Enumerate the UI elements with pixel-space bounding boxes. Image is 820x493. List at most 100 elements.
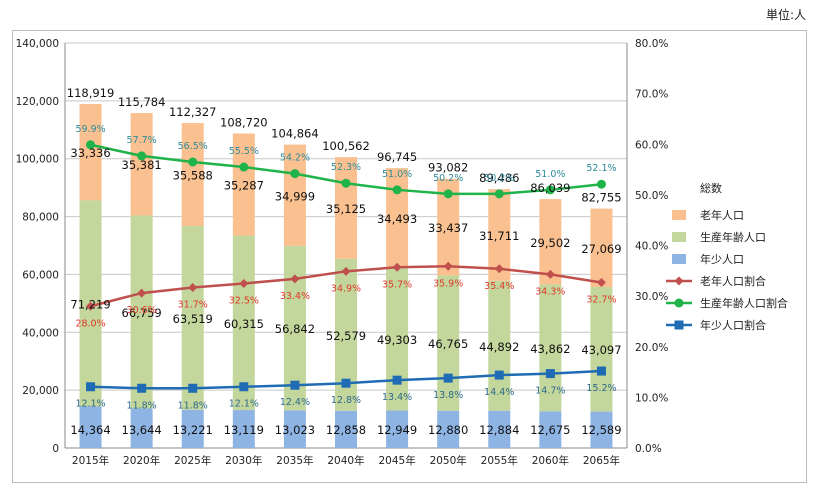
- bar-segment: [590, 208, 613, 287]
- legend-label: 生産年齢人口: [700, 230, 766, 244]
- bar-value-label: 60,315: [224, 317, 264, 331]
- bar-value-label: 43,097: [581, 343, 621, 357]
- bar-value-label: 33,336: [70, 146, 110, 160]
- line-point: [290, 169, 300, 179]
- y-left-tick-label: 140,000: [16, 38, 59, 50]
- bar-segment: [283, 410, 306, 448]
- bar-segment: [488, 189, 511, 281]
- y-right-tick-label: 70.0%: [635, 89, 668, 101]
- bar-segment: [232, 235, 255, 411]
- bar-value-label: 34,999: [275, 189, 315, 203]
- legend-title: 総数: [700, 181, 722, 195]
- x-tick-label: 2065年: [583, 454, 620, 467]
- line-value-label: 55.5%: [229, 146, 259, 157]
- bar-segment: [181, 226, 204, 410]
- total-label: 104,864: [271, 127, 319, 141]
- x-tick-label: 2045年: [378, 454, 415, 467]
- bar-value-label: 29,502: [530, 236, 570, 250]
- y-right-tick-label: 10.0%: [635, 392, 668, 404]
- line-point: [137, 151, 147, 161]
- y-left-tick-label: 20,000: [22, 385, 59, 397]
- line-value-label: 11.8%: [178, 400, 208, 411]
- line-value-label: 59.9%: [75, 124, 105, 135]
- y-right-tick-label: 40.0%: [635, 241, 668, 253]
- y-right-tick-label: 20.0%: [635, 342, 668, 354]
- line-point: [674, 276, 684, 286]
- line-point: [86, 140, 96, 150]
- y-right-tick-label: 0.0%: [635, 443, 662, 455]
- line-point: [341, 178, 351, 188]
- x-tick-label: 2040年: [327, 454, 364, 467]
- line-value-label: 32.5%: [229, 295, 259, 306]
- bar-segment: [386, 168, 409, 268]
- line-value-label: 13.4%: [382, 392, 412, 403]
- total-label: 96,745: [377, 150, 417, 164]
- line-point: [86, 382, 96, 392]
- bar-segment: [590, 286, 613, 412]
- line-point: [545, 369, 555, 379]
- total-label: 115,784: [118, 95, 166, 109]
- bar-segment: [539, 284, 562, 412]
- total-label: 82,755: [581, 191, 621, 205]
- line-point: [290, 380, 300, 390]
- legend-label: 老年人口: [700, 208, 744, 222]
- bar-value-label: 12,589: [581, 423, 621, 437]
- line-point: [392, 185, 402, 195]
- bar-value-label: 35,287: [224, 179, 264, 193]
- line-point: [188, 283, 198, 293]
- bar-segment: [283, 144, 306, 246]
- line-value-label: 12.8%: [331, 395, 361, 406]
- x-tick-label: 2050年: [430, 454, 467, 467]
- bar-segment: [437, 178, 460, 276]
- bar-segment: [130, 113, 153, 216]
- line-value-label: 52.3%: [331, 162, 361, 173]
- line-value-label: 12.1%: [75, 399, 105, 410]
- line-value-label: 54.2%: [280, 153, 310, 164]
- line-point: [443, 261, 453, 271]
- line-value-label: 30.6%: [127, 305, 157, 316]
- bar-value-label: 27,069: [581, 242, 621, 256]
- bar-segment: [335, 258, 357, 411]
- total-label: 86,039: [530, 181, 570, 195]
- line-point: [86, 301, 96, 311]
- bar-value-label: 13,023: [275, 423, 315, 437]
- bar-segment: [79, 406, 102, 448]
- x-tick-label: 2030年: [225, 454, 262, 467]
- line-point: [188, 383, 198, 393]
- y-right-tick-label: 50.0%: [635, 190, 668, 202]
- line-point: [239, 278, 249, 288]
- bar-segment: [79, 103, 102, 201]
- y-left-tick-label: 60,000: [22, 269, 59, 281]
- bar-layer: [79, 103, 613, 448]
- bar-value-label: 34,493: [377, 212, 417, 226]
- line-point: [188, 157, 198, 167]
- line-point: [341, 378, 351, 388]
- line-value-label: 14.4%: [484, 387, 514, 398]
- line-value-label: 50.2%: [433, 173, 463, 184]
- legend-label: 年少人口割合: [700, 318, 766, 332]
- line-point: [494, 189, 504, 199]
- line-point: [674, 298, 684, 308]
- bar-value-label: 71,219: [70, 297, 110, 311]
- line-point: [341, 266, 351, 276]
- line-value-label: 28.0%: [75, 318, 105, 329]
- axis-layer: 0 20,000 40,000 60,000 80,000 100,000 120,000 1…: [16, 38, 669, 467]
- bar-value-label: 14,364: [70, 423, 110, 437]
- x-tick-label: 2035年: [276, 454, 313, 467]
- bar-value-label: 43,862: [530, 342, 570, 356]
- bar-value-label: 33,437: [428, 221, 468, 235]
- line-point: [239, 162, 249, 172]
- total-label: 118,919: [67, 86, 115, 100]
- line-value-label: 57.7%: [127, 135, 157, 146]
- bar-segment: [539, 199, 562, 285]
- line-value-label: 13.8%: [433, 390, 463, 401]
- bar-segment: [283, 245, 306, 411]
- line-value-label: 35.7%: [382, 279, 412, 290]
- bar-value-label: 35,381: [122, 158, 162, 172]
- bar-segment: [386, 410, 409, 448]
- line-value-label: 52.1%: [586, 163, 616, 174]
- line-point: [596, 366, 606, 376]
- line-value-label: 33.4%: [280, 291, 310, 302]
- line-value-label: 32.7%: [586, 294, 616, 305]
- bar-segment: [232, 133, 255, 236]
